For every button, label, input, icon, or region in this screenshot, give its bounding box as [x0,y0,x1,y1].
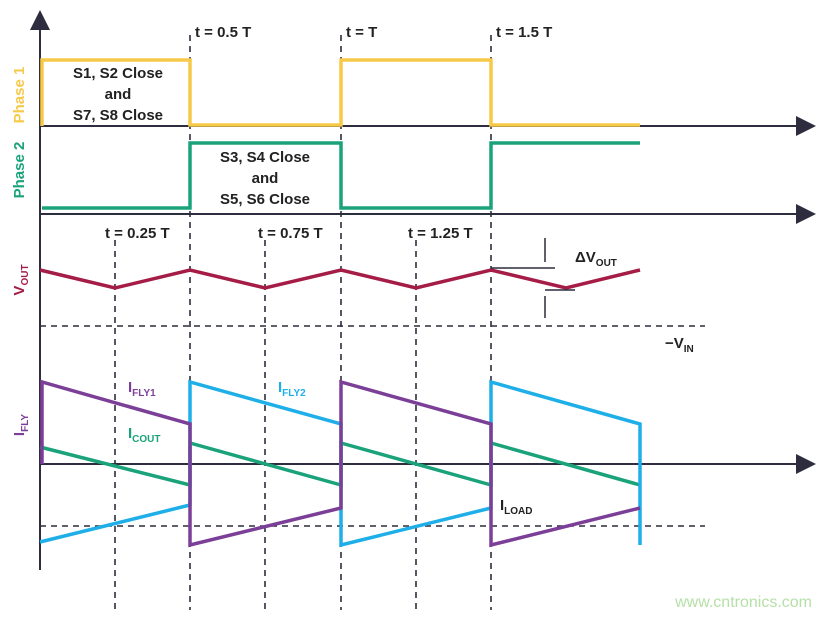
time-label: t = 1.25 T [408,225,473,242]
iload-label: ILOAD [500,497,533,517]
switch-text: and [105,86,132,103]
t: ΔV [575,249,596,266]
t: I [278,379,282,396]
time-label: t = 0.25 T [105,225,170,242]
time-label: t = 1.5 T [496,24,552,41]
sub: LOAD [504,506,532,517]
t: V [11,286,28,296]
sub: COUT [132,434,160,445]
ifly2-label: IFLY2 [278,379,306,399]
ifly1-label: IFLY1 [128,379,156,399]
switch-text: S1, S2 Close [73,65,163,82]
t: I [11,432,28,436]
time-label: t = 0.5 T [195,24,251,41]
t: I [500,497,504,514]
sub: OUT [20,264,31,285]
sub: FLY [20,414,31,432]
switch-text: S5, S6 Close [220,191,310,208]
phase-label: Phase 1 [11,67,28,124]
vin-label: −VIN [665,335,694,355]
vout-label: VOUT [11,264,31,295]
sub: IN [684,344,694,355]
axes [30,10,816,610]
phase-label: Phase 2 [11,142,28,199]
time-label: t = T [346,24,377,41]
watermark: www.cntronics.com [674,594,812,611]
ifly-label: IFLY [11,414,31,436]
sub: FLY2 [282,388,306,399]
icout-label: ICOUT [128,425,161,445]
delta-label: ΔVOUT [575,249,617,269]
t: I [128,379,132,396]
switch-text: S3, S4 Close [220,149,310,166]
sub: FLY1 [132,388,156,399]
sub: OUT [596,258,617,269]
time-label: t = 0.75 T [258,225,323,242]
switch-text: and [252,170,279,187]
t: I [128,425,132,442]
t: −V [665,335,684,352]
switch-text: S7, S8 Close [73,107,163,124]
waveforms [39,58,642,548]
